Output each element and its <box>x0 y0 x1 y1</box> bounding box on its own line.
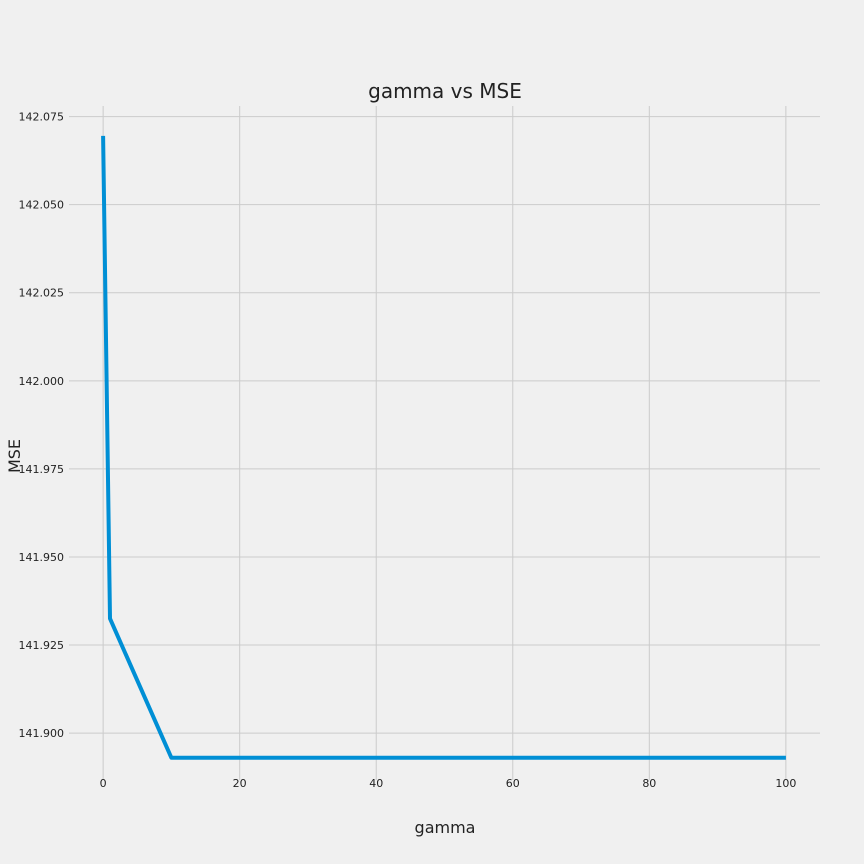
series-layer <box>101 135 786 760</box>
x-axis-label: gamma <box>415 818 476 837</box>
y-tick-label: 142.025 <box>19 287 65 300</box>
y-tick-label: 142.000 <box>19 375 65 388</box>
y-tick-label: 141.950 <box>19 551 65 564</box>
chart-title: gamma vs MSE <box>368 79 522 103</box>
y-tick-label: 142.050 <box>19 199 65 212</box>
x-tick-label: 0 <box>100 777 107 790</box>
y-tick-label: 141.975 <box>19 463 65 476</box>
series-line <box>101 135 786 760</box>
y-tick-label: 142.075 <box>19 111 65 124</box>
x-tick-label: 100 <box>775 777 796 790</box>
x-tick-label: 20 <box>233 777 247 790</box>
gridlines <box>69 106 820 780</box>
x-tick-label: 60 <box>506 777 520 790</box>
y-tick-label: 141.900 <box>19 727 65 740</box>
y-axis-label: MSE <box>5 439 24 473</box>
x-tick-label: 40 <box>369 777 383 790</box>
tick-labels: 0 20 40 60 80 100 141.900 141.925 141.950 141.975… <box>19 111 797 790</box>
y-tick-label: 141.925 <box>19 639 65 652</box>
x-tick-label: 80 <box>642 777 656 790</box>
